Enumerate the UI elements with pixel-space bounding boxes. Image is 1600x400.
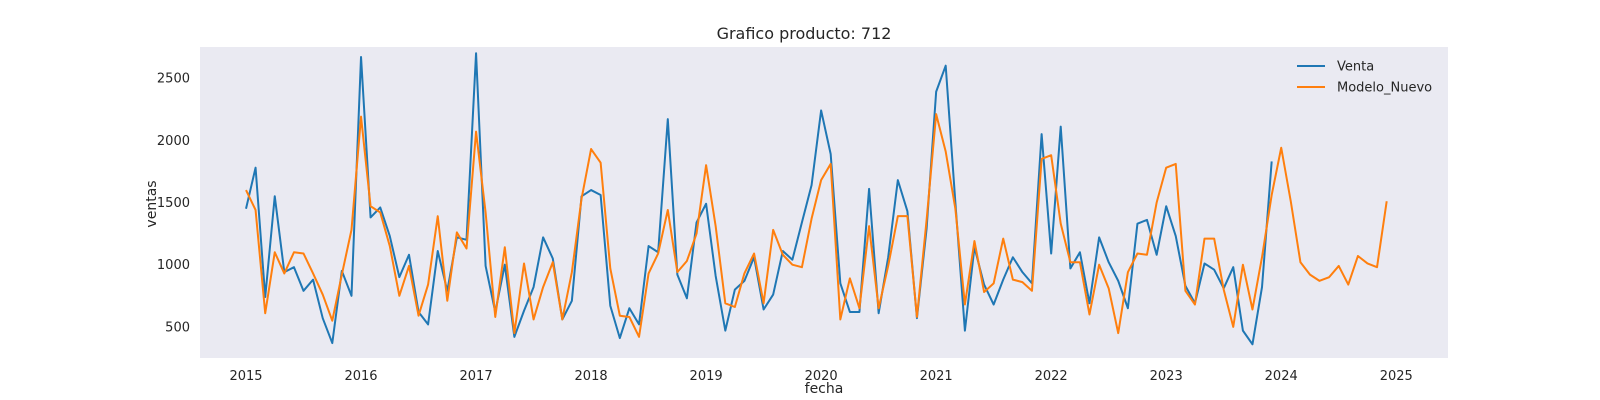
x-tick-label: 2022 xyxy=(1035,369,1068,384)
x-tick-label: 2015 xyxy=(229,369,262,384)
x-tick-label: 2021 xyxy=(920,369,953,384)
legend-label: Modelo_Nuevo xyxy=(1337,81,1432,96)
y-tick-label: 2500 xyxy=(157,72,190,87)
y-tick-label: 1500 xyxy=(157,196,190,211)
y-tick-label: 1000 xyxy=(157,258,190,273)
y-axis: 500 1000 1500 2000 2500 xyxy=(157,72,190,336)
legend-label: Venta xyxy=(1337,60,1374,75)
x-tick-label: 2018 xyxy=(575,369,608,384)
plot-area xyxy=(200,47,1448,358)
x-tick-label: 2016 xyxy=(344,369,377,384)
y-tick-label: 500 xyxy=(165,320,190,335)
x-axis-label: fecha xyxy=(805,381,844,397)
series-line-2 xyxy=(245,113,1388,338)
chart-title: Grafico producto: 712 xyxy=(717,24,892,43)
y-tick-label: 2000 xyxy=(157,134,190,149)
x-tick-label: 2024 xyxy=(1265,369,1298,384)
x-tick-label: 2025 xyxy=(1380,369,1413,384)
legend: Venta Modelo_Nuevo xyxy=(1297,60,1432,96)
x-tick-label: 2023 xyxy=(1150,369,1183,384)
x-tick-label: 2019 xyxy=(690,369,723,384)
series-lines xyxy=(245,52,1388,346)
x-axis: 2015 2016 2017 2018 2019 2020 2021 2022 2023 2024… xyxy=(229,369,1412,384)
y-axis-label: ventas xyxy=(144,180,160,227)
x-tick-label: 2017 xyxy=(460,369,493,384)
x-tick-label: 2020 xyxy=(805,369,838,384)
